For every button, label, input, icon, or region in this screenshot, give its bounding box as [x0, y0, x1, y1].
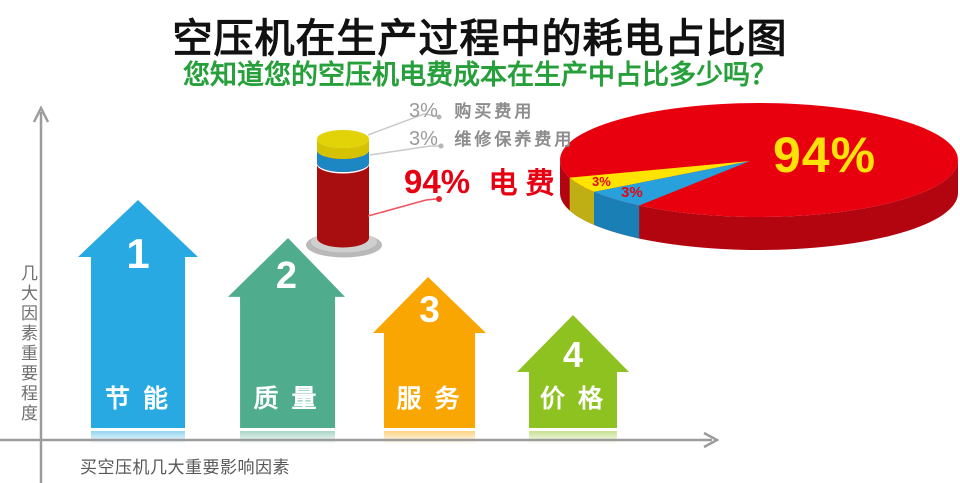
y-axis-arrowhead-icon — [32, 105, 50, 123]
factor-rank: 2 — [275, 255, 298, 297]
callout-electricity: 94% 电费 — [404, 160, 563, 202]
factor-rank: 3 — [419, 289, 440, 330]
pie-slice-maintenance — [594, 161, 750, 206]
x-axis-arrowhead-icon — [703, 431, 720, 449]
x-axis-label: 买空压机几大重要影响因素 — [80, 458, 290, 477]
arrow-shape — [78, 200, 198, 428]
cylinder-top-cap — [317, 130, 369, 148]
factor-label: 价 格 — [540, 385, 606, 413]
pie-side-blue — [594, 191, 640, 239]
factor-label: 质 量 — [253, 385, 320, 413]
factor-arrow-energy-saving: 1 节 能 — [78, 200, 198, 428]
factor-arrow-quality: 2 质 量 — [228, 238, 345, 428]
cylinder-chart — [306, 130, 382, 258]
axes — [0, 105, 720, 483]
callout-line-electricity — [367, 198, 437, 217]
callout-lines — [367, 113, 444, 217]
factor-label: 节 能 — [105, 385, 171, 413]
electricity-percent: 94% — [404, 163, 471, 200]
pie-side-red — [560, 160, 958, 250]
callout-line-maintenance — [369, 145, 439, 156]
callout-line-purchase — [367, 113, 438, 136]
factor-arrow-service: 3 服 务 — [373, 277, 486, 428]
y-axis-label: 几大因素重要程度 — [18, 264, 37, 424]
maintenance-label: 维修保养费用 — [454, 130, 575, 149]
cylinder-segment-electricity — [317, 164, 369, 248]
callout-dot — [438, 143, 444, 149]
page-title: 空压机在生产过程中的耗电占比图 — [172, 17, 788, 61]
factor-arrow-price: 4 价 格 — [517, 315, 629, 428]
cylinder-segment-purchase-side — [317, 139, 369, 159]
purchase-label: 购买费用 — [454, 102, 535, 121]
callout-purchase: 3% 购买费用 — [409, 97, 534, 123]
purchase-percent: 3% — [409, 100, 438, 122]
factor-rank: 4 — [562, 334, 584, 375]
pie-small-percent-blue: 3% — [621, 184, 643, 201]
maintenance-percent: 3% — [409, 128, 438, 150]
factor-rank: 1 — [126, 230, 150, 277]
callout-dot — [436, 114, 442, 120]
factor-label: 服 务 — [396, 385, 463, 413]
page-subtitle: 您知道您的空压机电费成本在生产中占比多少吗？ — [183, 60, 777, 90]
callout-dot — [436, 196, 442, 202]
pie-side-yellow — [569, 177, 594, 225]
pie-small-percent-yellow: 3% — [592, 174, 611, 189]
electricity-label: 电费 — [488, 168, 563, 200]
cylinder-segment-maintenance — [317, 150, 369, 172]
callout-maintenance: 3% 维修保养费用 — [409, 125, 574, 151]
pie-chart — [560, 103, 958, 250]
pie-main-percent: 94% — [773, 127, 877, 183]
pie-slice-purchase — [569, 161, 750, 192]
